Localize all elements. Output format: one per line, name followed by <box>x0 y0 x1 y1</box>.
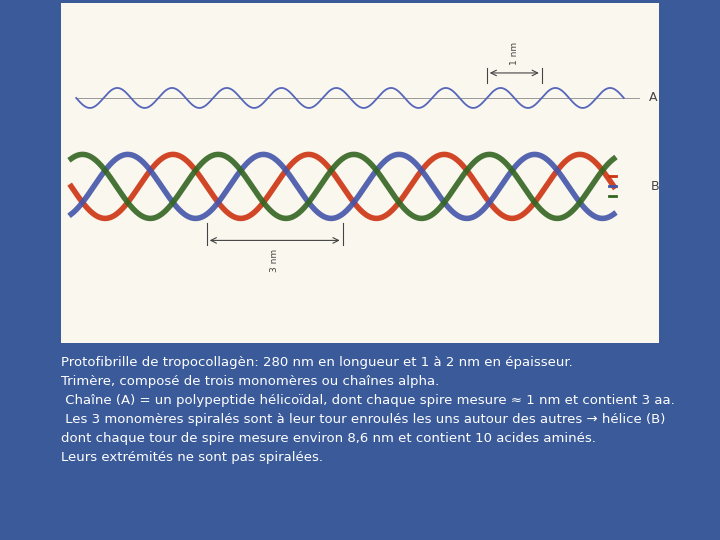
Text: 1 nm: 1 nm <box>510 42 519 65</box>
Text: Chaîne (A) = un polypeptide hélicoïdal, dont chaque spire mesure ≈ 1 nm et conti: Chaîne (A) = un polypeptide hélicoïdal, … <box>61 394 675 407</box>
Text: 3 nm: 3 nm <box>270 248 279 272</box>
Text: Les 3 monomères spiralés sont à leur tour enroulés les uns autour des autres → h: Les 3 monomères spiralés sont à leur tou… <box>61 414 665 427</box>
Text: Protofibrille de tropocollagèn: 280 nm en longueur et 1 à 2 nm en épaisseur.: Protofibrille de tropocollagèn: 280 nm e… <box>61 356 573 369</box>
Text: Trimère, composé de trois monomères ou chaînes alpha.: Trimère, composé de trois monomères ou c… <box>61 375 439 388</box>
Text: dont chaque tour de spire mesure environ 8,6 nm et contient 10 acides aminés.: dont chaque tour de spire mesure environ… <box>61 433 596 446</box>
Text: B: B <box>651 180 660 193</box>
Bar <box>61 3 659 343</box>
Text: Leurs extrémités ne sont pas spiralées.: Leurs extrémités ne sont pas spiralées. <box>61 451 323 464</box>
Text: A: A <box>649 91 657 104</box>
